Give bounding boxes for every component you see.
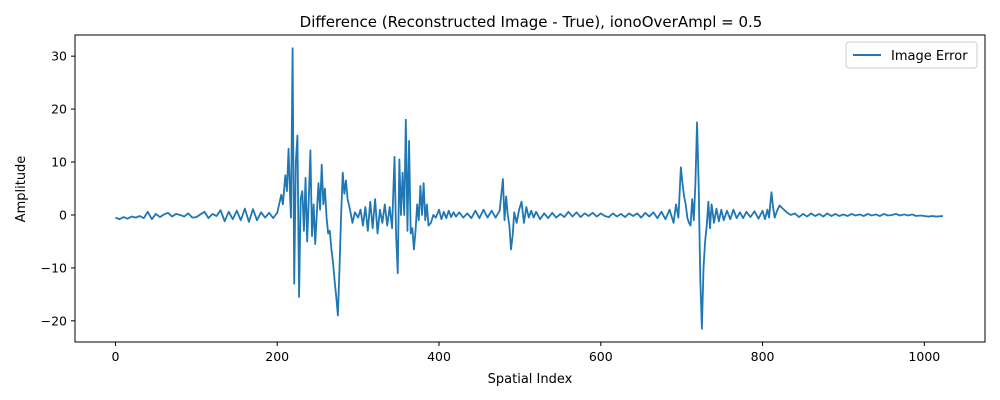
legend: Image Error [845,41,978,69]
x-axis: 0 200 400 600 800 1000 [111,342,940,364]
series-line-0 [115,47,944,330]
y-tick-label: 20 [51,102,67,117]
x-tick-label: 200 [265,349,289,364]
x-tick-label: 0 [111,349,119,364]
plot-area [74,34,986,343]
x-axis-label: Spatial Index [488,372,573,387]
x-tick-label: 1000 [908,349,940,364]
legend-box [845,41,978,69]
chart-title: Difference (Reconstructed Image - True),… [300,13,763,31]
x-tick-label: 800 [751,349,775,364]
y-tick-label: 30 [51,49,67,64]
y-tick-label: −20 [41,313,67,328]
x-tick-label: 400 [427,349,451,364]
y-tick-label: 0 [59,207,67,222]
legend-label: Image Error [891,49,968,64]
series-layer [115,47,944,330]
x-tick-label: 600 [589,349,613,364]
y-tick-label: 10 [51,155,67,170]
y-axis: −20 −10 0 10 20 30 [41,49,75,328]
y-axis-label: Amplitude [14,156,29,223]
y-tick-label: −10 [41,260,67,275]
